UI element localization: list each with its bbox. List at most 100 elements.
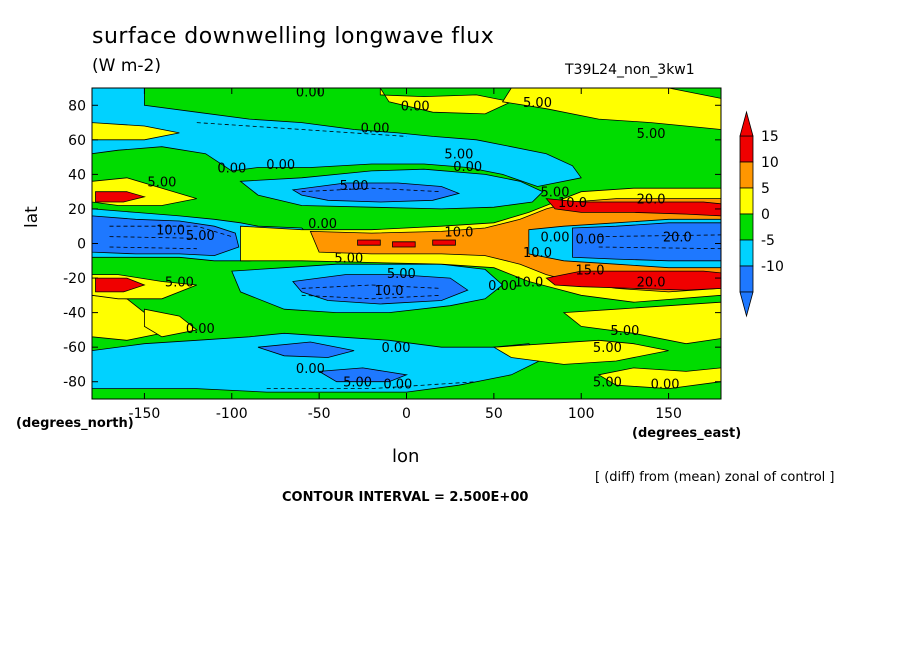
x-tick-label: -150 — [129, 406, 161, 422]
colorbar-label: 10 — [761, 155, 779, 171]
contour-label: 0.00 — [361, 122, 390, 137]
contour-label: 10.0 — [444, 225, 473, 240]
contour-label: 0.00 — [308, 217, 337, 232]
contour-region-27 — [432, 239, 456, 246]
contour-label: 5.00 — [343, 376, 372, 391]
colorbar-label: -5 — [761, 233, 775, 249]
contour-region-22 — [309, 198, 721, 293]
contour-label: 0.00 — [401, 99, 430, 114]
negative-contour-1 — [109, 225, 232, 237]
contour-label: 0.00 — [576, 232, 605, 247]
contour-label: 0.00 — [296, 362, 325, 377]
x-tick-label: -50 — [308, 406, 331, 422]
contour-label: 10.0 — [558, 196, 587, 211]
contour-region-15 — [143, 308, 198, 338]
contour-label: 20.0 — [663, 231, 692, 246]
contour-region-3 — [501, 88, 721, 130]
contour-label: 5.00 — [523, 96, 552, 111]
y-axis-label: lat — [22, 206, 42, 228]
contour-region-6 — [92, 215, 240, 257]
contour-label: 5.00 — [593, 376, 622, 391]
colorbar-label: -10 — [761, 259, 784, 275]
contour-label: 5.00 — [334, 251, 363, 266]
contour-label: 20.0 — [637, 276, 666, 291]
contour-region-29 — [545, 270, 721, 291]
colorbar-swatch — [739, 135, 754, 163]
difference-note: [ (diff) from (mean) zonal of control ] — [595, 470, 835, 485]
colorbar-swatch — [739, 187, 754, 215]
negative-contour-9 — [196, 122, 407, 137]
x-axis-units: (degrees_east) — [632, 426, 742, 441]
y-tick-label: -60 — [63, 340, 86, 356]
contour-region-4 — [92, 122, 180, 141]
contour-region-31 — [572, 222, 721, 262]
contour-region-11 — [92, 332, 548, 393]
contour-region-28 — [545, 198, 721, 217]
y-tick-label: 20 — [68, 202, 86, 218]
contour-label: 10.0 — [523, 246, 552, 261]
contour-region-26 — [392, 241, 416, 248]
contour-label: 0.00 — [453, 160, 482, 175]
contour-label: 20.0 — [637, 193, 666, 208]
negative-contour-5 — [598, 246, 721, 250]
y-tick-label: 80 — [68, 98, 86, 114]
contour-label: 0.00 — [541, 231, 570, 246]
contour-label: 5.00 — [186, 229, 215, 244]
x-tick-label: 100 — [568, 406, 595, 422]
colorbar-high-arrow — [739, 110, 754, 137]
contour-label: 0.00 — [383, 377, 412, 392]
colorbar-swatch — [739, 161, 754, 189]
contour-label: 10.0 — [514, 276, 543, 291]
y-tick-label: -80 — [63, 375, 86, 391]
contour-label: 15.0 — [576, 263, 605, 278]
contour-region-25 — [357, 239, 381, 246]
colorbar-low-arrow — [739, 291, 754, 318]
chart-units: (W m-2) — [92, 56, 161, 76]
colorbar-swatch — [739, 239, 754, 267]
colorbar-label: 15 — [761, 129, 779, 145]
contour-label: 5.00 — [387, 267, 416, 282]
contour-label: 0.00 — [382, 341, 411, 356]
contour-label: 0.00 — [266, 158, 295, 173]
contour-label: 10.0 — [156, 224, 185, 239]
contour-label: 5.00 — [340, 179, 369, 194]
negative-contour-2 — [109, 236, 197, 239]
x-tick-label: -100 — [216, 406, 248, 422]
x-tick-label: 50 — [485, 406, 503, 422]
contour-label: 0.00 — [651, 377, 680, 392]
y-tick-label: -20 — [63, 271, 86, 287]
contour-label: 5.00 — [637, 127, 666, 142]
contour-interval-label: CONTOUR INTERVAL = 2.500E+00 — [282, 490, 529, 505]
contour-region-13 — [317, 367, 409, 383]
contour-region-16 — [562, 301, 721, 345]
contour-label: 5.00 — [165, 276, 194, 291]
y-axis-units: (degrees_north) — [16, 416, 134, 431]
negative-contour-6 — [301, 187, 442, 193]
contour-region-23 — [95, 191, 146, 203]
contour-region-12 — [257, 341, 355, 358]
contour-label: 5.00 — [593, 341, 622, 356]
contour-label: 10.0 — [375, 284, 404, 299]
contour-region-8 — [291, 182, 461, 203]
y-tick-label: 40 — [68, 167, 86, 183]
negative-contour-8 — [301, 294, 442, 300]
colorbar-swatch — [739, 213, 754, 241]
contour-label: 5.00 — [444, 148, 473, 163]
x-tick-label: 150 — [655, 406, 682, 422]
negative-contour-3 — [109, 246, 197, 250]
contour-region-17 — [492, 339, 669, 365]
negative-contour-7 — [301, 284, 442, 289]
y-tick-label: -40 — [63, 306, 86, 322]
x-axis-label: lon — [392, 446, 420, 467]
contour-label: 5.00 — [610, 324, 639, 339]
contour-label: 0.00 — [296, 86, 325, 101]
contour-region-1 — [92, 88, 582, 187]
colorbar-label: 5 — [761, 181, 770, 197]
y-tick-label: 60 — [68, 133, 86, 149]
contour-label: 5.00 — [541, 186, 570, 201]
contour-label: 5.00 — [147, 175, 176, 190]
colorbar-label: 0 — [761, 207, 770, 223]
chart-title: surface downwelling longwave flux — [92, 24, 495, 49]
x-tick-label: 0 — [402, 406, 411, 422]
